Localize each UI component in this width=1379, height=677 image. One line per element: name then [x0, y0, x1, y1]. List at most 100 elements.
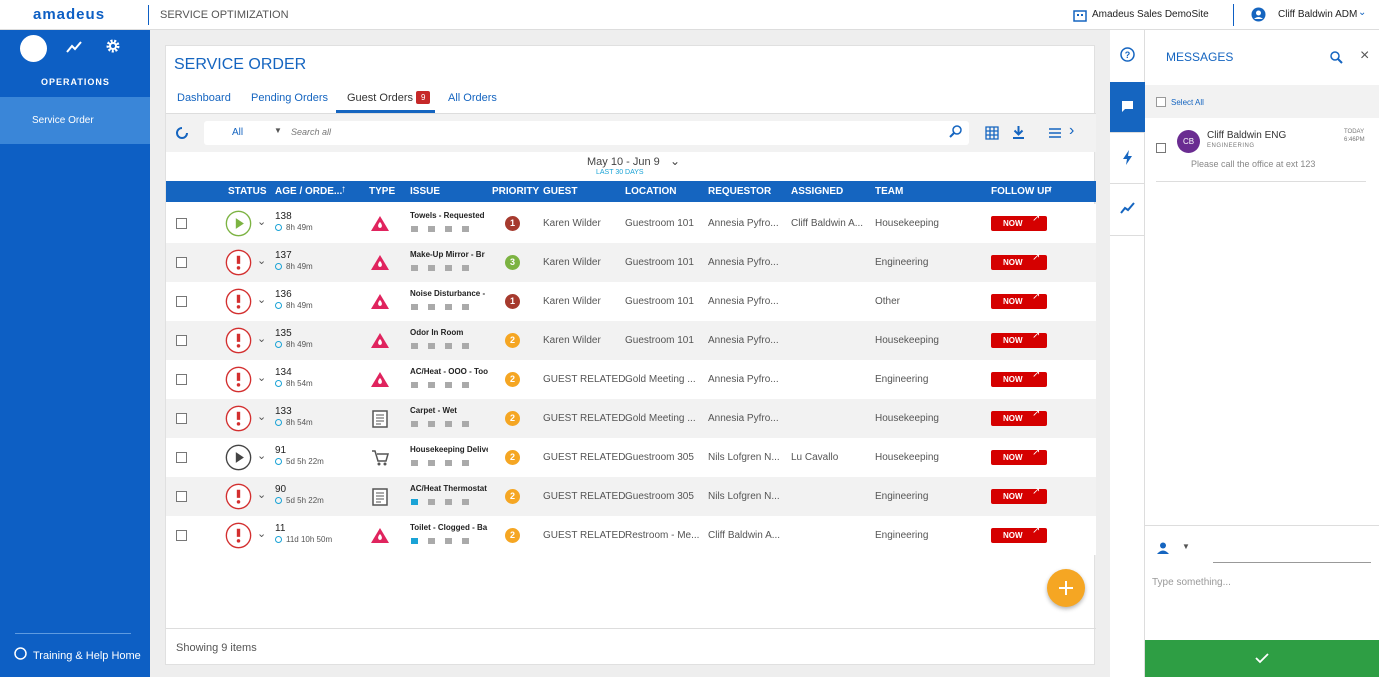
status-caret[interactable]: ⌄ [257, 527, 266, 540]
checkbox[interactable] [1156, 97, 1166, 107]
download-button[interactable] [1012, 125, 1025, 139]
column-header[interactable]: ISSUE [410, 186, 440, 197]
checkbox[interactable] [1156, 143, 1166, 153]
search-messages[interactable] [1330, 51, 1343, 64]
column-header[interactable]: TYPE [369, 186, 395, 197]
sort-arrow[interactable]: ↑ [341, 184, 346, 195]
column-header[interactable]: TEAM [875, 186, 903, 197]
status-caret[interactable]: ⌄ [257, 488, 266, 501]
recipient-icon[interactable] [1157, 542, 1169, 554]
grid-view-button[interactable] [985, 126, 999, 140]
tab[interactable]: Guest Orders [347, 92, 413, 104]
select-all[interactable]: Select All [1171, 98, 1204, 107]
column-header[interactable]: AGE / ORDE... [275, 186, 342, 197]
filter-caret: ▼ [274, 126, 282, 135]
location: Guestroom 101 [625, 257, 694, 268]
help-tab[interactable]: ? [1120, 47, 1135, 62]
settings-icon[interactable] [105, 38, 121, 54]
send-button[interactable] [1145, 640, 1379, 677]
expand-button[interactable]: › [1069, 122, 1074, 140]
status-caret[interactable]: ⌄ [257, 449, 266, 462]
divider [15, 633, 131, 634]
checkbox[interactable] [176, 374, 187, 385]
analytics-icon[interactable] [66, 40, 82, 54]
top-bar: amadeus SERVICE OPTIMIZATION Amadeus Sal… [0, 0, 1379, 30]
chat-icon [1121, 100, 1134, 113]
refresh-button[interactable] [175, 126, 189, 140]
table-row[interactable]: ⌄1378h 49mMake-Up Mirror - Br3Karen Wild… [166, 243, 1096, 282]
follow-up-arrow: ↗ [1032, 291, 1040, 302]
issue: Towels - Requested [410, 211, 488, 220]
alerts-tab[interactable] [1122, 150, 1133, 165]
date-caret[interactable]: ⌄ [670, 154, 680, 168]
table-row[interactable]: ⌄1338h 54mCarpet - Wet2GUEST RELATEDGold… [166, 399, 1096, 438]
checkbox[interactable] [176, 491, 187, 502]
status-caret[interactable]: ⌄ [257, 371, 266, 384]
recipient-caret[interactable]: ▼ [1182, 542, 1190, 551]
filter-select[interactable]: All [232, 127, 243, 138]
column-header[interactable]: GUEST [543, 186, 577, 197]
user-caret[interactable]: ⌄ [1358, 7, 1366, 18]
nav-item[interactable]: Service Order [0, 97, 150, 144]
column-header[interactable]: LOCATION [625, 186, 676, 197]
column-header[interactable]: STATUS [228, 186, 267, 197]
column-header[interactable]: REQUESTOR [708, 186, 771, 197]
attachment-icon [428, 304, 435, 310]
order-id: 133 [275, 406, 292, 417]
type-icon [370, 409, 390, 429]
message-input[interactable]: Type something... [1152, 577, 1231, 588]
status-icon [225, 405, 252, 432]
message-item[interactable]: CBCliff Baldwin ENGENGINEERINGTODAY6:46P… [1156, 120, 1366, 182]
guest: GUEST RELATED [543, 413, 625, 424]
table-row[interactable]: ⌄1388h 49mTowels - Requested1Karen Wilde… [166, 204, 1096, 243]
table-row[interactable]: ⌄1111d 10h 50mToilet - Clogged - Ba2GUES… [166, 516, 1096, 555]
status-caret[interactable]: ⌄ [257, 254, 266, 267]
table-row[interactable]: ⌄905d 5h 22mAC/Heat Thermostat2GUEST REL… [166, 477, 1096, 516]
recipient-input[interactable] [1213, 562, 1371, 563]
messages-tab[interactable] [1110, 82, 1145, 132]
status-caret[interactable]: ⌄ [257, 293, 266, 306]
site-name[interactable]: Amadeus Sales DemoSite [1092, 9, 1209, 20]
order-age: 8h 49m [286, 340, 313, 349]
checkbox[interactable] [176, 530, 187, 541]
checkbox[interactable] [176, 335, 187, 346]
add-button[interactable] [1047, 569, 1085, 607]
column-header[interactable]: ASSIGNED [791, 186, 843, 197]
requestor: Nils Lofgren N... [708, 491, 780, 502]
checkbox[interactable] [176, 296, 187, 307]
ops-icon[interactable] [20, 35, 47, 62]
table-row[interactable]: ⌄1368h 49mNoise Disturbance -1Karen Wild… [166, 282, 1096, 321]
order-age: 11d 10h 50m [286, 535, 332, 544]
guest: Karen Wilder [543, 335, 601, 346]
status-caret[interactable]: ⌄ [257, 410, 266, 423]
table-row[interactable]: ⌄1358h 49mOdor In Room2Karen WilderGuest… [166, 321, 1096, 360]
sort-arrow[interactable]: ↑ [1048, 184, 1053, 195]
site-icon [1073, 8, 1087, 22]
user-name[interactable]: Cliff Baldwin ADM [1278, 9, 1357, 20]
table-row[interactable]: ⌄1348h 54mAC/Heat - OOO - Too2GUEST RELA… [166, 360, 1096, 399]
status-caret[interactable]: ⌄ [257, 215, 266, 228]
requestor: Annesia Pyfro... [708, 413, 779, 424]
tab[interactable]: Dashboard [177, 92, 231, 104]
attachment-icon [462, 304, 469, 310]
status-icon [225, 249, 252, 276]
logo[interactable]: amadeus [33, 6, 105, 23]
analytics-tab[interactable] [1120, 202, 1135, 214]
checkbox[interactable] [176, 257, 187, 268]
tab[interactable]: Pending Orders [251, 92, 328, 104]
status-caret[interactable]: ⌄ [257, 332, 266, 345]
checkbox[interactable] [176, 452, 187, 463]
close-button[interactable]: × [1360, 47, 1369, 65]
tab[interactable]: All Orders [448, 92, 497, 104]
help-link[interactable]: Training & Help Home [33, 650, 141, 662]
checkbox[interactable] [176, 413, 187, 424]
checkbox[interactable] [176, 218, 187, 229]
table-row[interactable]: ⌄915d 5h 22mHousekeeping Delive2GUEST RE… [166, 438, 1096, 477]
column-header[interactable]: FOLLOW UP [991, 186, 1051, 197]
column-header[interactable]: PRIORITY [492, 186, 539, 197]
date-range[interactable]: May 10 - Jun 9 [587, 156, 660, 168]
settings-button[interactable] [1048, 126, 1062, 140]
attachment-icon [445, 343, 452, 349]
search-icon[interactable] [949, 125, 962, 138]
